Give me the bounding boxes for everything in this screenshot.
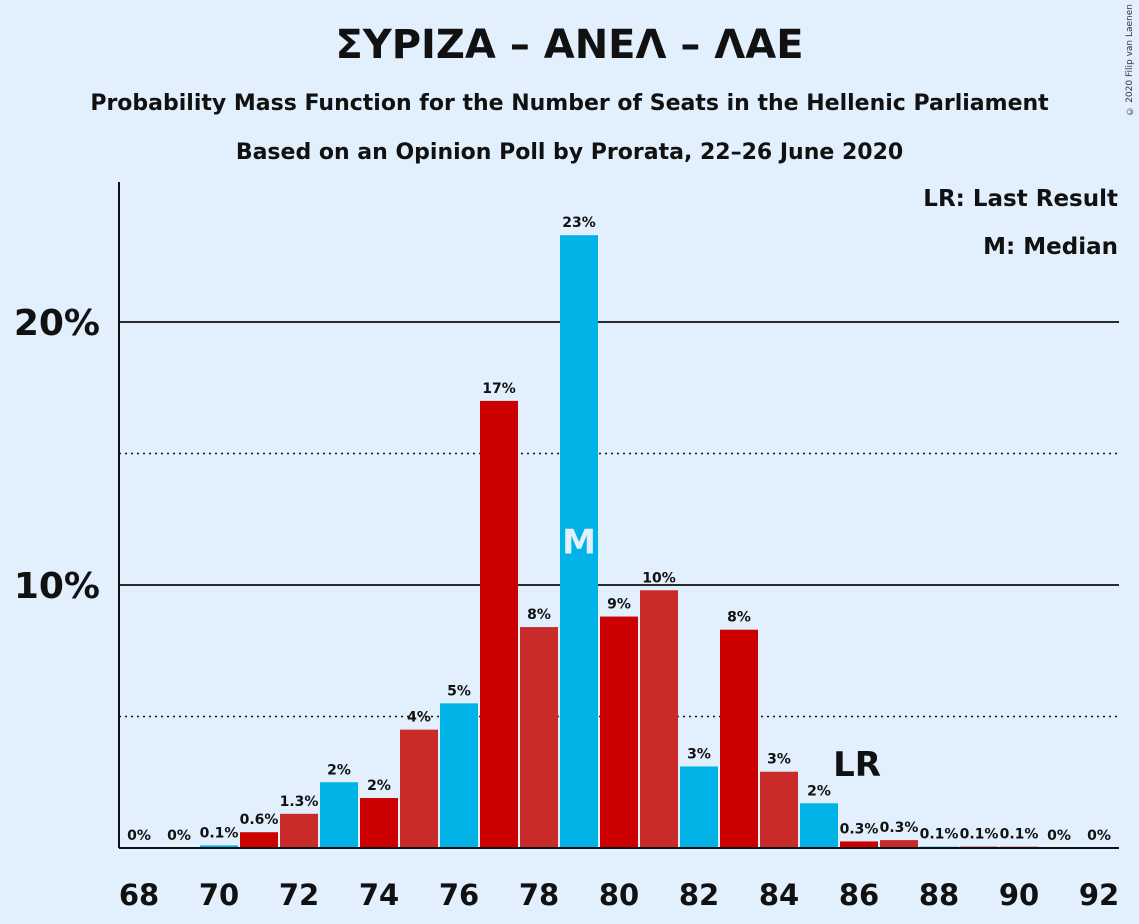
x-tick-label: 88 <box>919 878 959 912</box>
data-label: 2% <box>327 762 351 778</box>
bar-seat-74 <box>360 798 398 848</box>
bar-seat-82 <box>680 766 718 848</box>
data-label: 8% <box>527 607 551 623</box>
data-label: 4% <box>407 710 431 726</box>
data-label: 8% <box>727 610 751 626</box>
x-tick-label: 74 <box>359 878 399 912</box>
x-tick-label: 92 <box>1079 878 1119 912</box>
bar-seat-85 <box>800 803 838 848</box>
chart-subtitle: Probability Mass Function for the Number… <box>90 91 1049 116</box>
legend-median: M: Median <box>983 234 1118 260</box>
x-tick-label: 78 <box>519 878 559 912</box>
x-tick-label: 82 <box>679 878 719 912</box>
bar-seat-76 <box>440 703 478 848</box>
data-label: 0% <box>127 828 151 844</box>
data-label: 1.3% <box>280 794 319 810</box>
bar-seat-79 <box>560 235 598 848</box>
data-label: 0.1% <box>920 827 959 843</box>
legend-last-result: LR: Last Result <box>923 186 1118 212</box>
median-marker: M <box>562 523 596 563</box>
data-label: 0.1% <box>1000 827 1039 843</box>
x-tick-label: 84 <box>759 878 799 912</box>
x-tick-label: 80 <box>599 878 639 912</box>
bar-seat-83 <box>720 629 758 848</box>
data-label: 2% <box>807 783 831 799</box>
bar-seat-80 <box>600 616 638 848</box>
data-label: 3% <box>687 746 711 762</box>
bar-seat-81 <box>640 590 678 848</box>
data-label: 0% <box>167 828 191 844</box>
x-tick-label: 86 <box>839 878 879 912</box>
data-label: 2% <box>367 778 391 794</box>
bar-seat-78 <box>520 627 558 848</box>
y-tick-label: 20% <box>14 303 100 344</box>
chart-title: ΣΥΡΙΖΑ – ΑΝΕΛ – ΛΑΕ <box>335 22 804 68</box>
data-label: 0.1% <box>960 827 999 843</box>
data-label: 0.3% <box>840 821 879 837</box>
data-label: 0.3% <box>880 820 919 836</box>
x-tick-label: 76 <box>439 878 479 912</box>
bar-seat-70 <box>200 845 238 848</box>
x-tick-label: 70 <box>199 878 239 912</box>
last-result-marker: LR <box>833 745 881 785</box>
data-label: 23% <box>562 215 596 231</box>
bar-seat-73 <box>320 782 358 848</box>
data-label: 0.6% <box>240 812 279 828</box>
x-tick-label: 72 <box>279 878 319 912</box>
data-label: 3% <box>767 752 791 768</box>
bar-seat-84 <box>760 771 798 848</box>
data-label: 5% <box>447 683 471 699</box>
bar-seat-71 <box>240 832 278 848</box>
x-tick-label: 90 <box>999 878 1039 912</box>
x-tick-label: 68 <box>119 878 159 912</box>
data-label: 17% <box>482 381 516 397</box>
data-label: 0% <box>1047 828 1071 844</box>
bar-seat-77 <box>480 400 518 848</box>
bar-seat-72 <box>280 813 318 848</box>
bar-seat-87 <box>880 840 918 848</box>
data-label: 0.1% <box>200 825 239 841</box>
bar-seat-75 <box>400 729 438 848</box>
bar-seat-86 <box>840 841 878 848</box>
data-label: 10% <box>642 570 676 586</box>
data-label: 9% <box>607 597 631 613</box>
chart-source: Based on an Opinion Poll by Prorata, 22–… <box>235 140 904 165</box>
y-tick-label: 10% <box>14 566 100 607</box>
data-label: 0% <box>1087 828 1111 844</box>
